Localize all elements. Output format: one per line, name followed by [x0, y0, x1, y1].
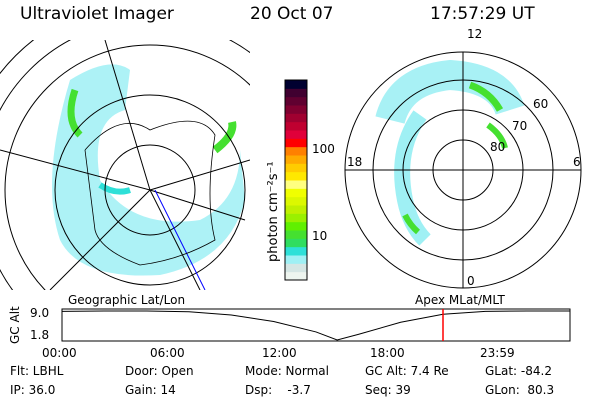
colorbar-swatch [285, 121, 307, 131]
colorbar-swatch [285, 246, 307, 256]
colorbar-swatch [285, 180, 307, 189]
colorbar-swatch [285, 155, 307, 164]
colorbar-swatch [285, 130, 307, 139]
xtick-12: 12:00 [262, 346, 297, 360]
colorbar-swatch [285, 105, 307, 114]
colorbar-unit-label: photon cm⁻²s⁻¹ [266, 161, 281, 262]
lat-label-60: 60 [533, 97, 549, 111]
colorbar-tick-100: 100 [312, 142, 335, 156]
seq-status: Seq: 39 [365, 383, 411, 397]
colorbar-swatch [285, 188, 307, 198]
time-label: 17:57:29 UT [430, 4, 535, 24]
glon-status: GLon: 80.3 [485, 383, 555, 397]
gain-status: Gain: 14 [125, 383, 176, 397]
colorbar-swatch [285, 221, 307, 231]
mlt-label-18: 18 [347, 155, 363, 169]
mlt-label-6: 6 [573, 155, 581, 169]
mlt-label-0: 0 [467, 274, 475, 288]
colorbar-swatch [285, 230, 307, 239]
apex-polar-image [344, 51, 582, 289]
colorbar-tick-10: 10 [312, 229, 328, 243]
ytick-9: 9.0 [30, 306, 50, 320]
colorbar-swatch [285, 138, 307, 148]
mode-status: Mode: Normal [245, 364, 329, 378]
xtick-0: 00:00 [42, 346, 77, 360]
dsp-status: Dsp: -3.7 [245, 383, 311, 397]
colorbar-swatch [285, 196, 307, 206]
apex-label: Apex MLat/MLT [415, 293, 505, 307]
xtick-18: 18:00 [370, 346, 405, 360]
ytick-1-8: 1.8 [30, 328, 50, 342]
glat-status: GLat: -84.2 [485, 364, 552, 378]
colorbar-swatch [285, 146, 307, 156]
date-label: 20 Oct 07 [250, 4, 334, 24]
colorbar-swatch [285, 88, 307, 98]
colorbar-swatch [285, 96, 307, 106]
lat-label-70: 70 [512, 119, 528, 133]
ip-status: IP: 36.0 [10, 383, 56, 397]
colorbar-swatch [285, 238, 307, 248]
colorbar-swatch [285, 271, 307, 281]
colorbar-swatch [285, 205, 307, 214]
geographic-label: Geographic Lat/Lon [68, 293, 186, 307]
mlt-label-12: 12 [467, 27, 483, 41]
colorbar-swatch [285, 255, 307, 264]
xtick-6: 06:00 [150, 346, 185, 360]
colorbar-swatch [285, 113, 307, 123]
door-status: Door: Open [125, 364, 194, 378]
orbit-plot-frame [61, 308, 571, 342]
colorbar-swatch [285, 163, 307, 173]
filter-status: Flt: LBHL [10, 364, 64, 378]
colorbar-swatch [285, 263, 307, 273]
colorbar-swatch [285, 171, 307, 181]
xtick-2359: 23:59 [480, 346, 515, 360]
colorbar-swatch [285, 80, 307, 89]
gc-alt-status: GC Alt: 7.4 Re [365, 364, 449, 378]
geographic-image [0, 40, 250, 290]
lat-label-80: 80 [490, 140, 506, 154]
orbit-ylabel: GC Alt [8, 306, 22, 344]
altitude-curve [61, 310, 570, 341]
colorbar [285, 80, 307, 281]
colorbar-swatch [285, 213, 307, 223]
instrument-title: Ultraviolet Imager [20, 4, 174, 24]
